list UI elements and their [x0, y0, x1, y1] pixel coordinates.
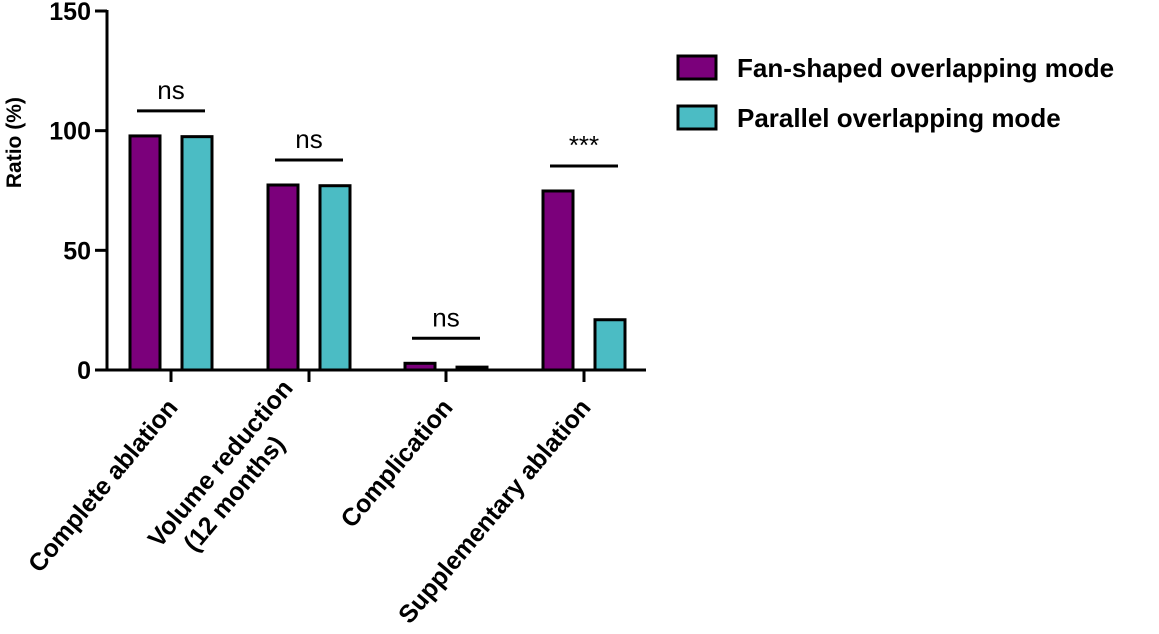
- significance-label: ns: [157, 75, 184, 105]
- y-tick-label: 100: [49, 118, 91, 146]
- legend-label: Parallel overlapping mode: [737, 103, 1061, 133]
- significance-label: ***: [569, 130, 599, 160]
- x-category-label: Complication: [335, 394, 458, 533]
- bar-fan-shaped: [128, 134, 162, 372]
- bar-parallel: [455, 365, 489, 372]
- significance-label: ns: [295, 124, 322, 154]
- significance-annotations: ns ns ns ***: [137, 75, 618, 340]
- bar-fan-shaped: [403, 361, 437, 372]
- legend: Fan-shaped overlapping mode Parallel over…: [676, 53, 1114, 133]
- bars: [128, 134, 627, 372]
- y-axis-label: Ratio (%): [3, 97, 26, 188]
- y-tick-label: 50: [63, 237, 91, 265]
- y-tick-label: 150: [49, 0, 91, 26]
- bar-fan-shaped: [541, 189, 575, 372]
- legend-label: Fan-shaped overlapping mode: [737, 53, 1114, 83]
- bar-parallel: [318, 184, 352, 372]
- bar-parallel: [593, 318, 627, 372]
- bar-fan-shaped: [266, 183, 300, 372]
- x-category-label-line: Complication: [335, 394, 458, 533]
- significance-label: ns: [432, 302, 459, 332]
- legend-swatch: [676, 54, 718, 81]
- legend-swatch: [676, 104, 718, 131]
- y-tick-label: 0: [77, 357, 91, 385]
- bar-parallel: [180, 135, 214, 372]
